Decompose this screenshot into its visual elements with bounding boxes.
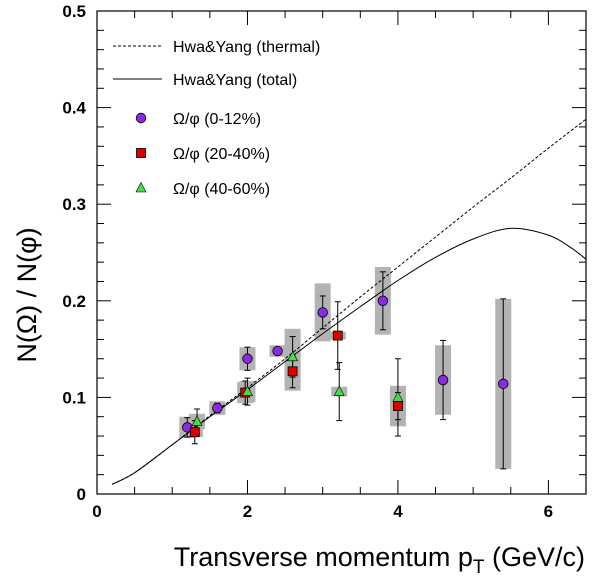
legend: Hwa&Yang (thermal) Hwa&Yang (total) Ω/φ (0… [113, 39, 320, 198]
y-tick-label: 0.3 [62, 195, 86, 214]
x-axis-title-subscript: T [473, 557, 485, 578]
x-tick-label: 2 [243, 502, 252, 521]
data-point-circle [242, 353, 253, 364]
y-tick-label: 0 [77, 485, 86, 504]
data-point-triangle [191, 415, 203, 426]
legend-label: Hwa&Yang (total) [173, 72, 297, 89]
legend-label: Hwa&Yang (thermal) [173, 39, 320, 56]
x-tick-label: 0 [92, 502, 101, 521]
y-tick-label: 0.5 [62, 2, 86, 21]
statistical-error-bars [184, 271, 507, 470]
data-point-square [393, 401, 403, 411]
legend-label: Ω/φ (40-60%) [173, 181, 270, 198]
data-point-triangle [241, 385, 253, 396]
y-tick-label: 0.4 [62, 99, 86, 118]
data-point-triangle [333, 385, 345, 396]
model-curves [111, 118, 587, 485]
x-axis-title-unit: (GeV/c) [484, 542, 585, 572]
data-point-square [189, 427, 200, 438]
systematic-error-boxes [179, 266, 512, 469]
plot-frame [96, 10, 587, 495]
data-point-square [287, 366, 298, 377]
x-axis-title: Transverse momentum pT (GeV/c) [174, 542, 585, 578]
legend-marker-square [136, 148, 146, 158]
data-point-triangle [392, 391, 404, 402]
data-point-circle [437, 374, 449, 386]
x-axis-title-main: Transverse momentum p [174, 542, 473, 572]
y-tick-label: 0.2 [62, 292, 86, 311]
data-point-circle [317, 307, 328, 318]
legend-marker-triangle [135, 181, 147, 193]
data-point-circle [272, 345, 283, 357]
data-markers [182, 295, 509, 438]
data-point-triangle [287, 350, 299, 362]
data-point-circle [498, 378, 509, 390]
legend-label: Ω/φ (20-40%) [173, 146, 270, 163]
y-axis-title: N(Ω) / N(φ) [12, 227, 42, 362]
axis-ticks: 0 2 4 6 0 0.1 0.2 0.3 0.4 0.5 [62, 2, 587, 521]
y-tick-label: 0.1 [62, 388, 86, 407]
legend-marker-circle [135, 112, 147, 124]
legend-label: Ω/φ (0-12%) [173, 111, 261, 128]
x-tick-label: 6 [544, 502, 553, 521]
x-tick-label: 4 [393, 502, 403, 521]
data-point-square [332, 330, 343, 341]
total-curve [111, 227, 587, 485]
data-point-circle [212, 402, 223, 414]
data-point-circle [377, 295, 389, 307]
